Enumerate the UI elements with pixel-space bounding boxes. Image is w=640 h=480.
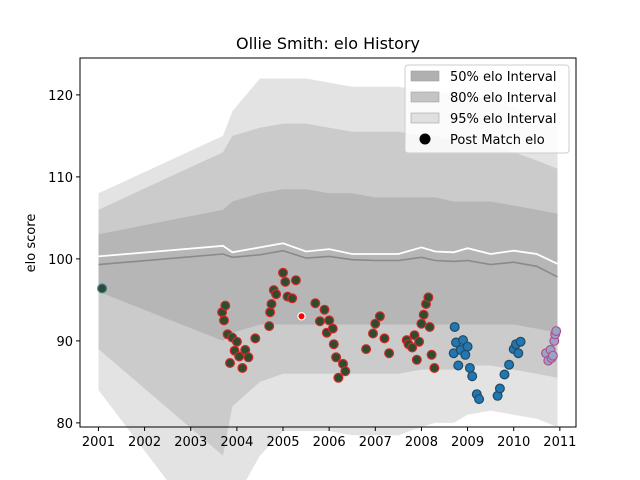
legend-swatch — [410, 70, 440, 82]
post-match-point — [243, 352, 254, 363]
x-tick-label: 2003 — [174, 435, 207, 450]
post-match-point — [494, 383, 505, 394]
post-match-point — [462, 341, 473, 352]
post-match-point — [219, 315, 230, 326]
post-match-point — [515, 336, 526, 347]
x-tick-label: 2006 — [313, 435, 346, 450]
post-match-point — [499, 369, 510, 380]
post-match-point — [411, 354, 422, 365]
post-match-point — [418, 309, 429, 320]
post-match-point — [278, 267, 289, 278]
y-tick-label: 120 — [48, 89, 73, 104]
post-match-point — [287, 293, 298, 304]
post-match-point — [271, 289, 282, 300]
legend-swatch — [410, 112, 440, 124]
post-match-point — [361, 344, 372, 355]
post-match-point — [237, 363, 248, 374]
post-match-point — [453, 360, 464, 371]
post-match-point — [297, 312, 306, 321]
post-match-point — [464, 363, 475, 374]
x-tick-label: 2001 — [82, 435, 115, 450]
post-match-point — [333, 372, 344, 383]
post-match-point — [416, 318, 427, 329]
post-match-point — [264, 321, 275, 332]
post-match-point — [280, 276, 291, 287]
post-match-point — [429, 363, 440, 374]
post-match-point — [424, 322, 435, 333]
post-match-point — [551, 326, 562, 337]
post-match-point — [331, 352, 342, 363]
post-match-point — [266, 299, 277, 310]
post-match-point — [374, 311, 385, 322]
x-tick-label: 2009 — [451, 435, 484, 450]
x-tick-label: 2008 — [405, 435, 438, 450]
legend-label: 95% elo Interval — [450, 112, 557, 127]
chart-title: Ollie Smith: elo History — [236, 34, 420, 53]
band-50 — [98, 189, 558, 341]
x-tick-label: 2002 — [128, 435, 161, 450]
post-match-point — [319, 304, 330, 315]
post-match-point — [314, 316, 325, 327]
legend: 50% elo Interval 80% elo Interval 95% elo … — [404, 64, 570, 154]
post-match-point — [370, 318, 381, 329]
y-axis-label: elo score — [24, 214, 39, 273]
post-match-point — [384, 348, 395, 359]
x-tick-label: 2007 — [359, 435, 392, 450]
legend-swatch — [410, 91, 440, 103]
post-match-point — [379, 333, 390, 344]
y-tick-label: 110 — [48, 171, 73, 186]
post-match-point — [449, 322, 460, 333]
post-match-point — [290, 275, 301, 286]
post-match-point — [265, 307, 276, 318]
legend-label: Post Match elo — [450, 133, 545, 148]
post-match-point — [504, 359, 515, 370]
post-match-point — [327, 323, 338, 334]
median-line — [98, 249, 558, 278]
post-match-point — [414, 336, 425, 347]
post-match-point — [328, 339, 339, 350]
y-tick-label: 90 — [56, 335, 73, 350]
post-match-point — [368, 328, 379, 339]
mean-line — [98, 242, 558, 265]
plot-area: 2001 2002 2003 2004 2005 2006 2007 2008 2009 2010… — [48, 57, 577, 480]
post-match-point — [225, 358, 236, 369]
post-match-point — [231, 336, 242, 347]
legend-marker — [419, 133, 431, 145]
x-tick-label: 2004 — [220, 435, 253, 450]
y-tick-label: 80 — [56, 417, 73, 432]
legend-frame — [404, 64, 570, 154]
post-match-point — [220, 300, 231, 311]
post-match-point — [513, 348, 524, 359]
post-match-point — [310, 298, 321, 309]
legend-label: 80% elo Interval — [450, 91, 557, 106]
post-match-point — [324, 315, 335, 326]
post-match-point — [426, 349, 437, 360]
post-match-point — [97, 283, 108, 294]
post-match-point — [250, 333, 261, 344]
x-tick-label: 2005 — [266, 435, 299, 450]
post-match-point — [474, 394, 485, 405]
legend-label: 50% elo Interval — [450, 70, 557, 85]
plot-frame — [79, 57, 577, 428]
post-match-point — [547, 350, 558, 361]
x-tick-label: 2011 — [543, 435, 576, 450]
post-match-point — [423, 292, 434, 303]
x-tick-label: 2010 — [497, 435, 530, 450]
post-match-point — [407, 342, 418, 353]
post-match-point — [467, 371, 478, 382]
y-tick-label: 100 — [48, 253, 73, 268]
post-match-point — [460, 349, 471, 360]
post-match-point — [340, 366, 351, 377]
